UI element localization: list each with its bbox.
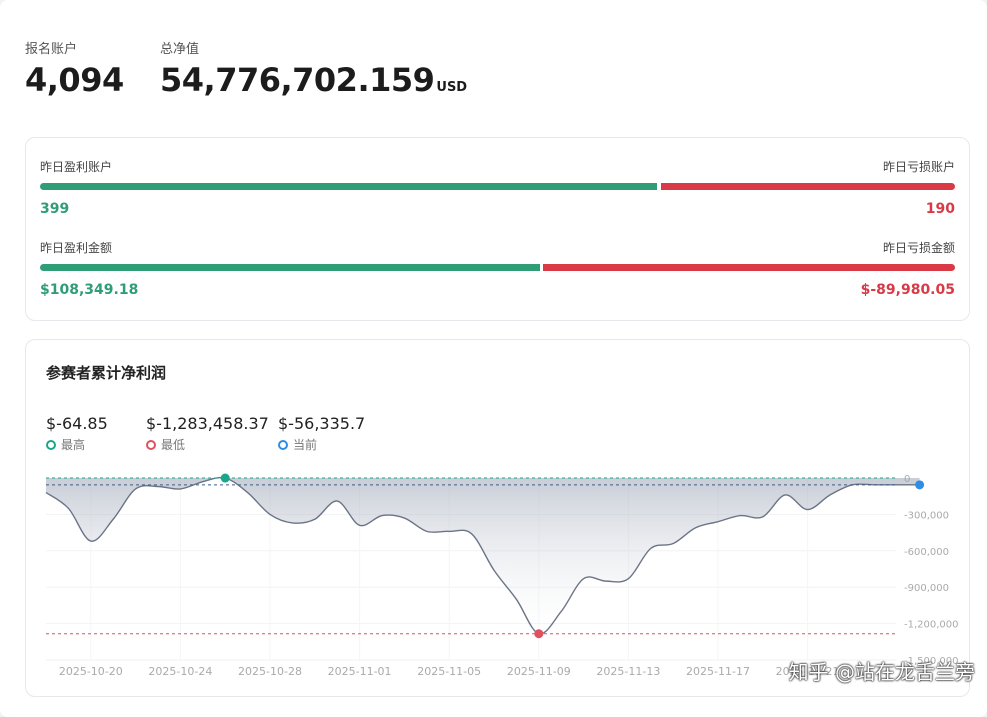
min-value: $-1,283,458.37 xyxy=(146,414,269,433)
current-point-marker xyxy=(915,480,925,490)
y-tick-label: -1,500,000 xyxy=(904,656,959,667)
total-nav-label: 总净值 xyxy=(160,42,200,57)
profit-accounts-bar xyxy=(40,183,657,190)
min-label: 最低 xyxy=(161,438,186,452)
x-tick-label: 2025-11-09 xyxy=(507,665,571,678)
loss-accounts-label: 昨日亏损账户 xyxy=(882,160,955,174)
total-nav-stat: 总净值 54,776,702.159 USD xyxy=(160,38,467,99)
current-marker-icon xyxy=(278,439,288,450)
current-stat: $-56,335.7 当前 xyxy=(278,414,365,453)
total-nav-value-row: 54,776,702.159 USD xyxy=(160,61,467,99)
total-nav-unit: USD xyxy=(436,80,468,95)
cumulative-pnl-card: 参赛者累计净利润 $-64.85 最高 $-1,283,458.37 最低 $-… xyxy=(25,339,970,697)
profit-amount-value: $108,349.18 xyxy=(40,282,139,298)
accounts-ratio-bar xyxy=(40,183,955,190)
current-value: $-56,335.7 xyxy=(278,414,366,433)
pnl-area-chart[interactable]: 0-300,000-600,000-900,000-1,200,000-1,50… xyxy=(26,340,971,696)
amount-ratio-bar xyxy=(40,264,955,271)
max-label: 最高 xyxy=(61,438,86,452)
current-label: 当前 xyxy=(293,438,318,452)
loss-amount-label: 昨日亏损金额 xyxy=(882,241,955,255)
x-tick-label: 2025-11-01 xyxy=(328,665,392,678)
profit-accounts-label: 昨日盈利账户 xyxy=(40,160,113,174)
min-stat: $-1,283,458.37 最低 xyxy=(146,414,269,453)
profit-amount-bar xyxy=(40,264,540,271)
x-tick-label: 2025-10-24 xyxy=(148,665,212,678)
card-title: 参赛者累计净利润 xyxy=(46,364,167,382)
loss-amount-value: $-89,980.05 xyxy=(860,282,955,298)
profit-amount-label: 昨日盈利金额 xyxy=(40,241,113,255)
y-tick-label: -900,000 xyxy=(904,583,949,594)
x-tick-label: 2025-11-21 xyxy=(776,665,840,678)
x-tick-label: 2025-11-05 xyxy=(417,665,481,678)
max-marker-icon xyxy=(46,439,56,450)
series-line xyxy=(45,476,920,635)
y-tick-label: -300,000 xyxy=(904,510,949,521)
y-tick-label: -1,200,000 xyxy=(904,620,959,631)
registered-accounts-stat: 报名账户 4,094 xyxy=(25,38,124,99)
watermark: 知乎 @站在龙舌兰旁 xyxy=(788,660,975,684)
registered-accounts-label: 报名账户 xyxy=(25,42,78,57)
total-nav-value: 54,776,702.159 xyxy=(160,61,435,99)
x-tick-label: 2025-11-13 xyxy=(596,665,660,678)
max-value: $-64.85 xyxy=(46,414,108,433)
y-tick-label: -600,000 xyxy=(904,547,949,558)
series-area xyxy=(46,477,920,634)
min-marker-icon xyxy=(146,439,156,450)
max-stat: $-64.85 最高 xyxy=(46,414,108,453)
x-tick-label: 2025-10-20 xyxy=(59,665,123,678)
yesterday-card: 昨日盈利账户 昨日亏损账户 399 190 昨日盈利金额 昨日亏损金额 $108… xyxy=(25,137,970,321)
loss-accounts-value: 190 xyxy=(925,201,955,217)
loss-amount-bar xyxy=(543,264,955,271)
registered-accounts-value: 4,094 xyxy=(25,61,124,99)
profit-accounts-value: 399 xyxy=(40,201,70,217)
x-tick-label: 2025-11-17 xyxy=(686,665,750,678)
max-point-marker xyxy=(220,473,230,483)
x-tick-label: 2025-10-28 xyxy=(238,665,302,678)
min-point-marker xyxy=(534,629,544,639)
loss-accounts-bar xyxy=(661,183,955,190)
